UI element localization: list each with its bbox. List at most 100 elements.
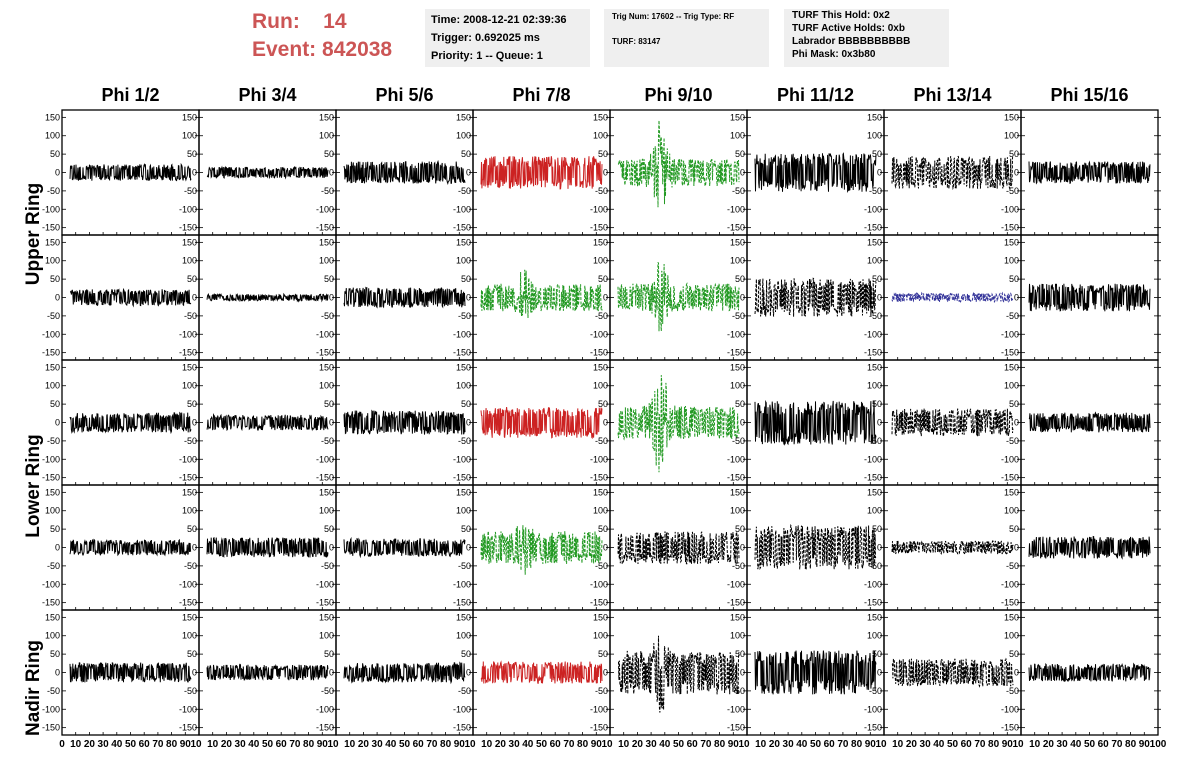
x-tick-label: 0 — [59, 739, 65, 750]
x-tick-label: 90 — [454, 739, 466, 750]
y-tick-label: 50 — [598, 524, 608, 534]
y-tick-label: -100 — [1001, 579, 1019, 589]
y-tick-label: -50 — [321, 186, 334, 196]
x-tick-label: 50 — [399, 739, 411, 750]
y-tick-label: 150 — [319, 362, 334, 372]
y-tick-label: -100 — [179, 454, 197, 464]
x-tick-label: 90 — [865, 739, 877, 750]
y-tick-label: -150 — [42, 598, 60, 608]
waveform-trace — [343, 159, 466, 186]
y-tick-label: -150 — [316, 223, 334, 233]
y-tick-label: 0 — [603, 543, 608, 553]
y-tick-label: -100 — [42, 329, 60, 339]
y-tick-label: 50 — [735, 399, 745, 409]
y-tick-label: 150 — [319, 237, 334, 247]
y-tick-label: -100 — [727, 704, 745, 714]
x-tick-label: 20 — [632, 739, 644, 750]
y-tick-label: -150 — [42, 348, 60, 358]
waveform-trace — [343, 661, 466, 685]
waveform-trace — [754, 523, 877, 571]
y-tick-label: -100 — [727, 454, 745, 464]
y-tick-label: 150 — [1004, 362, 1019, 372]
x-tick-label: 90 — [1139, 739, 1151, 750]
waveform-trace — [891, 408, 1014, 438]
y-tick-label: 150 — [730, 487, 745, 497]
x-tick-label: 40 — [659, 739, 671, 750]
y-tick-label: -150 — [316, 473, 334, 483]
y-tick-label: 50 — [1009, 274, 1019, 284]
waveform-trace — [754, 152, 877, 193]
y-tick-label: -100 — [316, 579, 334, 589]
waveform-trace — [69, 662, 192, 683]
x-tick-label: 40 — [248, 739, 260, 750]
y-tick-label: -100 — [1001, 204, 1019, 214]
y-tick-label: -100 — [316, 329, 334, 339]
y-tick-label: 50 — [735, 649, 745, 659]
y-tick-label: -150 — [1001, 223, 1019, 233]
y-tick-label: -100 — [590, 204, 608, 214]
y-tick-label: -50 — [595, 561, 608, 571]
y-tick-label: 0 — [740, 293, 745, 303]
x-tick-label: 50 — [947, 739, 959, 750]
y-tick-label: -50 — [869, 186, 882, 196]
y-tick-label: -50 — [184, 311, 197, 321]
waveform-trace — [754, 399, 877, 446]
y-tick-label: 0 — [55, 418, 60, 428]
y-tick-label: -150 — [864, 598, 882, 608]
column-header-phi-9-10: Phi 9/10 — [644, 85, 713, 105]
x-tick-label: 10 — [755, 739, 767, 750]
x-tick-label: 70 — [563, 739, 575, 750]
y-tick-label: 0 — [1014, 543, 1019, 553]
y-tick-label: 50 — [324, 274, 334, 284]
x-tick-label: 70 — [1111, 739, 1123, 750]
y-tick-label: -50 — [1006, 311, 1019, 321]
y-tick-label: 50 — [598, 399, 608, 409]
waveform-trace — [480, 525, 603, 575]
x-tick-label: 40 — [385, 739, 397, 750]
x-tick-label: 30 — [509, 739, 521, 750]
y-tick-label: 150 — [593, 112, 608, 122]
y-tick-label: 0 — [192, 418, 197, 428]
y-tick-label: -100 — [42, 704, 60, 714]
y-tick-label: 100 — [182, 131, 197, 141]
y-tick-label: 150 — [319, 112, 334, 122]
y-tick-label: 100 — [867, 131, 882, 141]
y-tick-label: 0 — [55, 668, 60, 678]
y-tick-label: 100 — [45, 506, 60, 516]
y-tick-label: 0 — [603, 418, 608, 428]
turf-info-box: TURF This Hold: 0x2 TURF Active Holds: 0… — [784, 9, 949, 67]
y-tick-label: -50 — [184, 186, 197, 196]
y-tick-label: 50 — [598, 274, 608, 284]
y-tick-label: 150 — [456, 237, 471, 247]
waveform-trace — [69, 162, 192, 182]
x-tick-label: 30 — [920, 739, 932, 750]
y-tick-label: -50 — [321, 311, 334, 321]
x-tick-label: 30 — [646, 739, 658, 750]
y-tick-label: 100 — [593, 631, 608, 641]
y-tick-label: 50 — [50, 649, 60, 659]
time-info-box: Time: 2008-12-21 02:39:36 Trigger: 0.692… — [425, 9, 590, 67]
y-tick-label: -50 — [1006, 561, 1019, 571]
y-tick-label: -150 — [727, 723, 745, 733]
y-tick-label: 150 — [319, 487, 334, 497]
x-tick-label: 10 — [1012, 739, 1024, 750]
y-tick-label: 0 — [740, 543, 745, 553]
y-tick-label: -150 — [42, 473, 60, 483]
y-tick-label: -50 — [321, 436, 334, 446]
y-tick-label: 100 — [730, 256, 745, 266]
y-tick-label: -50 — [595, 686, 608, 696]
y-tick-label: -150 — [179, 223, 197, 233]
y-tick-label: 100 — [456, 131, 471, 141]
y-tick-label: 0 — [877, 168, 882, 178]
y-tick-label: -100 — [316, 204, 334, 214]
y-tick-label: 150 — [45, 487, 60, 497]
y-tick-label: 150 — [593, 237, 608, 247]
y-tick-label: 150 — [456, 362, 471, 372]
waveform-trace — [480, 407, 603, 440]
y-tick-label: -100 — [453, 329, 471, 339]
y-tick-label: 150 — [1004, 612, 1019, 622]
waveform-trace — [343, 409, 466, 435]
y-tick-label: 100 — [867, 631, 882, 641]
y-tick-label: 100 — [1004, 631, 1019, 641]
y-tick-label: -150 — [453, 598, 471, 608]
